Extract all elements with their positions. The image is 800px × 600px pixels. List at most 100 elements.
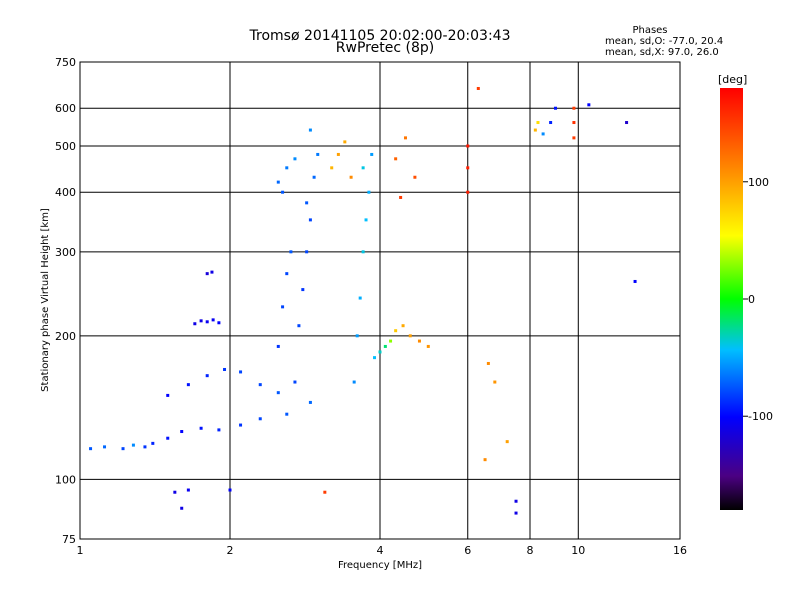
data-point [276,180,280,184]
y-tick-label: 600 [55,102,76,115]
data-point [336,152,340,156]
data-point [403,136,407,140]
data-point [199,426,203,430]
data-point [308,400,312,404]
data-point [572,136,576,140]
stats-heading: Phases [632,25,667,36]
data-point [514,511,518,515]
y-tick-label: 500 [55,140,76,153]
x-tick-label: 6 [464,544,471,557]
data-point [186,488,190,492]
data-point [312,175,316,179]
data-point [323,490,327,494]
colorbar-tick-labels: 100 0 -100 [743,176,773,423]
data-point [549,121,553,125]
y-tick-label: 400 [55,186,76,199]
data-point [378,350,382,354]
data-point [330,166,334,170]
data-point [297,324,301,328]
y-tick-label: 100 [55,473,76,486]
data-point [364,218,368,222]
data-point [166,393,170,397]
data-point [483,458,487,462]
data-point [276,391,280,395]
data-point [205,272,209,276]
data-point [572,106,576,110]
data-point [426,344,430,348]
data-point [536,121,540,125]
y-axis-label: Stationary phase Virtual Height [km] [40,208,51,392]
data-point [370,152,374,156]
y-tick-label: 200 [55,330,76,343]
y-tick-label: 75 [62,533,76,546]
data-point [572,121,576,125]
data-point [466,144,470,148]
data-point [285,272,289,276]
y-tick-label: 750 [55,56,76,69]
data-point [180,430,184,434]
data-point [293,380,297,384]
colorbar-tick-label: -100 [748,410,773,423]
data-point [305,250,309,254]
data-point [389,339,393,343]
data-point [413,175,417,179]
plot-grid [79,61,681,540]
x-tick-label: 4 [377,544,384,557]
data-point [553,106,557,110]
data-point [217,428,221,432]
data-point [417,339,421,343]
data-point [258,417,262,421]
data-point [625,121,629,125]
data-point [394,329,398,333]
data-point [151,441,155,445]
data-point [186,383,190,387]
data-point [131,443,135,447]
data-point [401,324,405,328]
data-point [355,334,359,338]
data-point [505,440,509,444]
data-point [210,270,214,274]
data-point [121,447,125,451]
data-point [633,279,637,283]
data-point [514,499,518,503]
data-point [301,288,305,292]
data-point [493,380,497,384]
colorbar-tick-label: 100 [748,176,769,189]
data-point [358,296,362,300]
data-point [361,166,365,170]
data-point [361,250,365,254]
data-point [476,86,480,90]
x-tick-label: 2 [227,544,234,557]
data-point [228,488,232,492]
data-point [293,157,297,161]
data-point [285,166,289,170]
data-point [143,445,147,449]
chart-title: Tromsø 20141105 20:02:00-20:03:43 [249,28,511,44]
y-tick-label: 300 [55,246,76,259]
data-point [308,128,312,132]
data-point [89,447,93,451]
stats-x-mode: mean, sd,X: 97.0, 26.0 [605,47,719,58]
colorbar-label: [deg] [718,73,747,86]
data-point [193,322,197,326]
chart-subtitle: RwPretec (8p) [336,40,434,56]
data-point [103,445,107,449]
data-point [205,374,209,378]
x-tick-label: 10 [571,544,585,557]
data-point [239,370,243,374]
data-point [289,250,293,254]
data-point [466,166,470,170]
data-point [316,152,320,156]
y-tick-labels: 75 100 200 300 400 500 600 750 [55,56,76,546]
data-point [383,344,387,348]
x-tick-label: 8 [527,544,534,557]
stats-o-mode: mean, sd,O: -77.0, 20.4 [605,36,723,47]
data-point [285,412,289,416]
data-point [199,319,203,323]
data-point [239,423,243,427]
data-point [217,321,221,325]
x-tick-label: 1 [77,544,84,557]
data-point [367,190,371,194]
x-tick-label: 16 [673,544,687,557]
